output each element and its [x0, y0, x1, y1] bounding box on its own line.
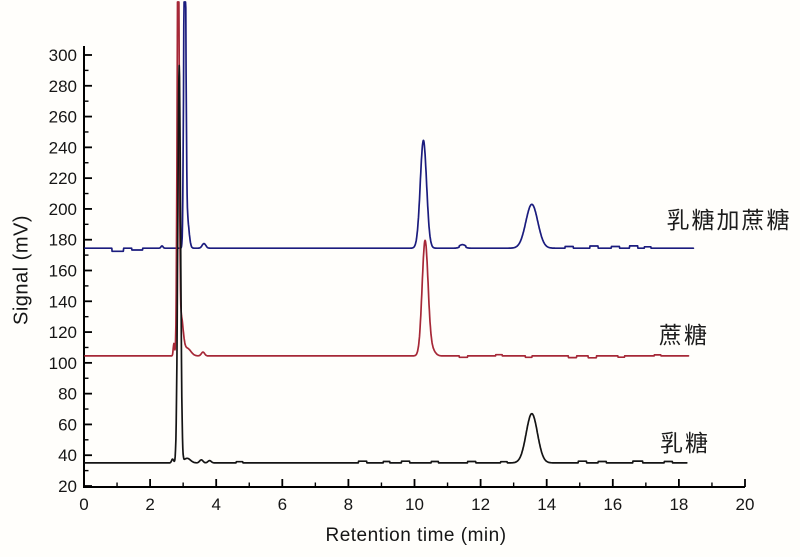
- x-tick-label: 16: [603, 495, 622, 514]
- x-tick-label: 10: [405, 495, 424, 514]
- y-tick-label: 20: [58, 477, 77, 496]
- trace-lactose: [84, 64, 688, 464]
- x-tick-label: 0: [79, 495, 88, 514]
- y-tick-label: 220: [49, 169, 77, 188]
- y-tick-label: 60: [58, 415, 77, 434]
- x-tick-label: 20: [736, 495, 755, 514]
- trace-lactose-plus-sucrose: [84, 1, 695, 253]
- series-label-sucrose: 蔗糖: [659, 323, 709, 348]
- tick-labels: 0 2 4 6 8 10 12 14 16 18 20 20 40 60 80 100 120 140 160 180…: [49, 46, 755, 514]
- y-tick-label: 80: [58, 385, 77, 404]
- y-tick-label: 300: [49, 46, 77, 65]
- axis-ticks: [83, 54, 746, 487]
- series-label-lactose-plus-sucrose: 乳糖加蔗糖: [666, 208, 792, 233]
- chromatogram-traces: [84, 1, 695, 464]
- y-tick-label: 240: [49, 138, 77, 157]
- trace-sucrose: [84, 1, 690, 359]
- x-tick-label: 8: [344, 495, 353, 514]
- x-axis-title: Retention time (min): [325, 525, 507, 546]
- y-tick-label: 260: [49, 108, 77, 127]
- x-tick-label: 12: [471, 495, 490, 514]
- y-tick-label: 160: [49, 261, 77, 280]
- y-tick-label: 100: [49, 354, 77, 373]
- y-tick-label: 120: [49, 323, 77, 342]
- y-tick-label: 200: [49, 200, 77, 219]
- y-tick-label: 280: [49, 77, 77, 96]
- x-tick-label: 14: [537, 495, 556, 514]
- x-tick-label: 2: [145, 495, 154, 514]
- x-tick-label: 4: [211, 495, 220, 514]
- y-tick-label: 180: [49, 231, 77, 250]
- y-tick-label: 140: [49, 292, 77, 311]
- series-label-lactose: 乳糖: [660, 431, 710, 456]
- x-tick-label: 18: [669, 495, 688, 514]
- x-tick-label: 6: [278, 495, 287, 514]
- y-axis-title: Signal (mV): [10, 215, 33, 325]
- y-tick-label: 40: [58, 446, 77, 465]
